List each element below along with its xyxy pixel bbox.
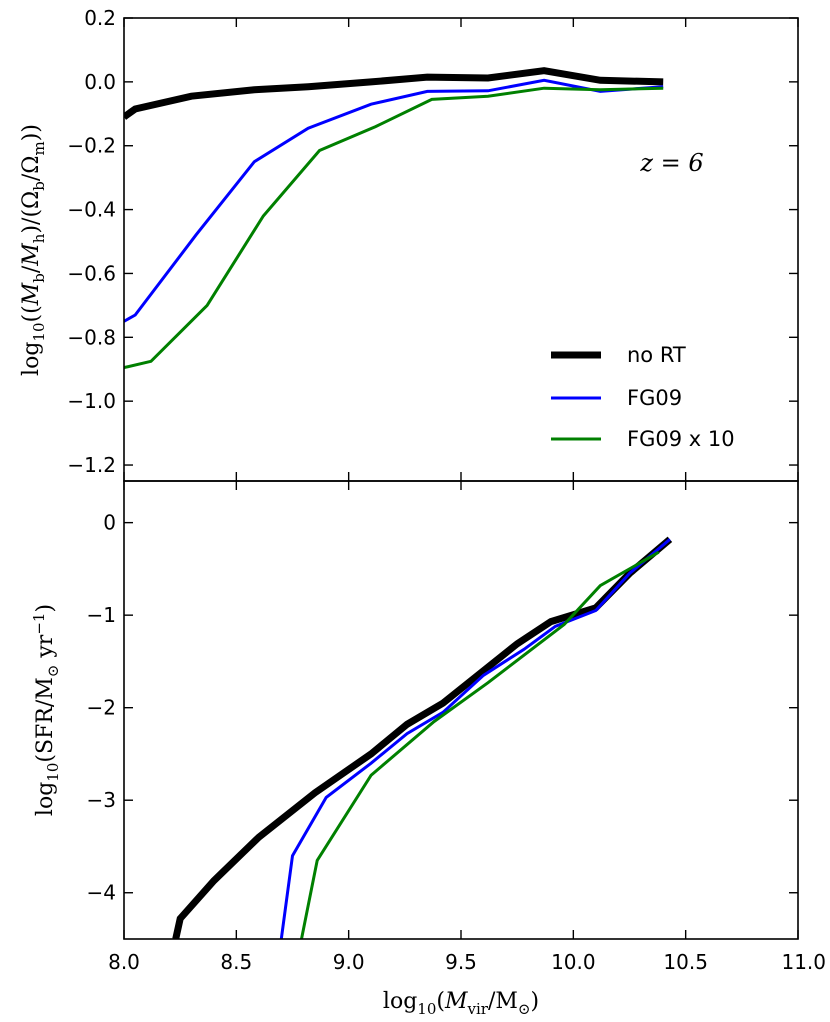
top-ytick-label: −1.2 [67,453,116,477]
top-ytick-label: −1.0 [67,389,116,413]
x-tick-label: 10.5 [663,950,708,974]
bottom-series-no-rt [172,536,673,939]
x-tick-labels: 8.0 8.5 9.0 9.5 10.0 10.5 11.0 [108,950,826,974]
top-ytick-label: −0.2 [67,134,116,158]
x-axis-title: log10(Mvir/M⊙) [383,989,539,1018]
x-tick-label: 9.0 [333,950,365,974]
top-ytick-label: 0.0 [84,70,116,94]
top-ytick-label: −0.6 [67,261,116,285]
legend-label-fg09x10: FG09 x 10 [627,427,735,451]
top-ticks [123,17,799,481]
bottom-series-fg09 [279,538,671,939]
bottom-y-axis-title: log10(SFR/M⊙ yr−1) [30,604,62,816]
bottom-series-fg09-x-10 [300,550,660,939]
redshift-annotation: z = 6 [639,149,703,177]
bottom-y-tick-labels: 0 −1 −2 −3 −4 [87,511,116,905]
bottom-axes-frame [123,480,799,940]
bottom-ytick-label: −3 [87,788,116,812]
top-series-group [124,67,664,370]
legend-label-no-rt: no RT [627,343,686,367]
bottom-ytick-label: −2 [87,696,116,720]
top-ytick-label: −0.4 [67,198,116,222]
bottom-ytick-label: 0 [103,511,116,535]
top-ytick-label: −0.8 [67,325,116,349]
x-tick-label: 11.0 [781,950,826,974]
top-y-tick-labels: 0.2 0.0 −0.2 −0.4 −0.6 −0.8 −1.0 −1.2 [67,6,116,477]
legend-label-fg09: FG09 [627,386,682,410]
top-axes-frame [123,17,799,482]
x-tick-label: 9.5 [445,950,477,974]
bottom-panel: 0 −1 −2 −3 −4 8.0 8.5 9.0 9.5 10.0 10.5 11.0 log10… [30,480,826,1018]
bottom-series-group [172,536,673,939]
bottom-ytick-label: −1 [87,603,116,627]
top-y-axis-title: log10((Mb/Mh)/(Ωb/Ωm)) [19,124,48,376]
top-panel: 0.2 0.0 −0.2 −0.4 −0.6 −0.8 −1.0 −1.2 z = 6 no … [19,6,799,482]
top-ytick-label: 0.2 [84,6,116,30]
x-tick-label: 8.5 [220,950,252,974]
bottom-ytick-label: −4 [87,881,116,905]
top-series-fg09 [124,78,664,323]
x-tick-label: 8.0 [108,950,140,974]
x-tick-label: 10.0 [551,950,596,974]
top-series-fg09-x-10 [124,86,664,370]
legend: no RT FG09 FG09 x 10 [551,343,735,451]
top-series-no-rt [124,67,664,120]
